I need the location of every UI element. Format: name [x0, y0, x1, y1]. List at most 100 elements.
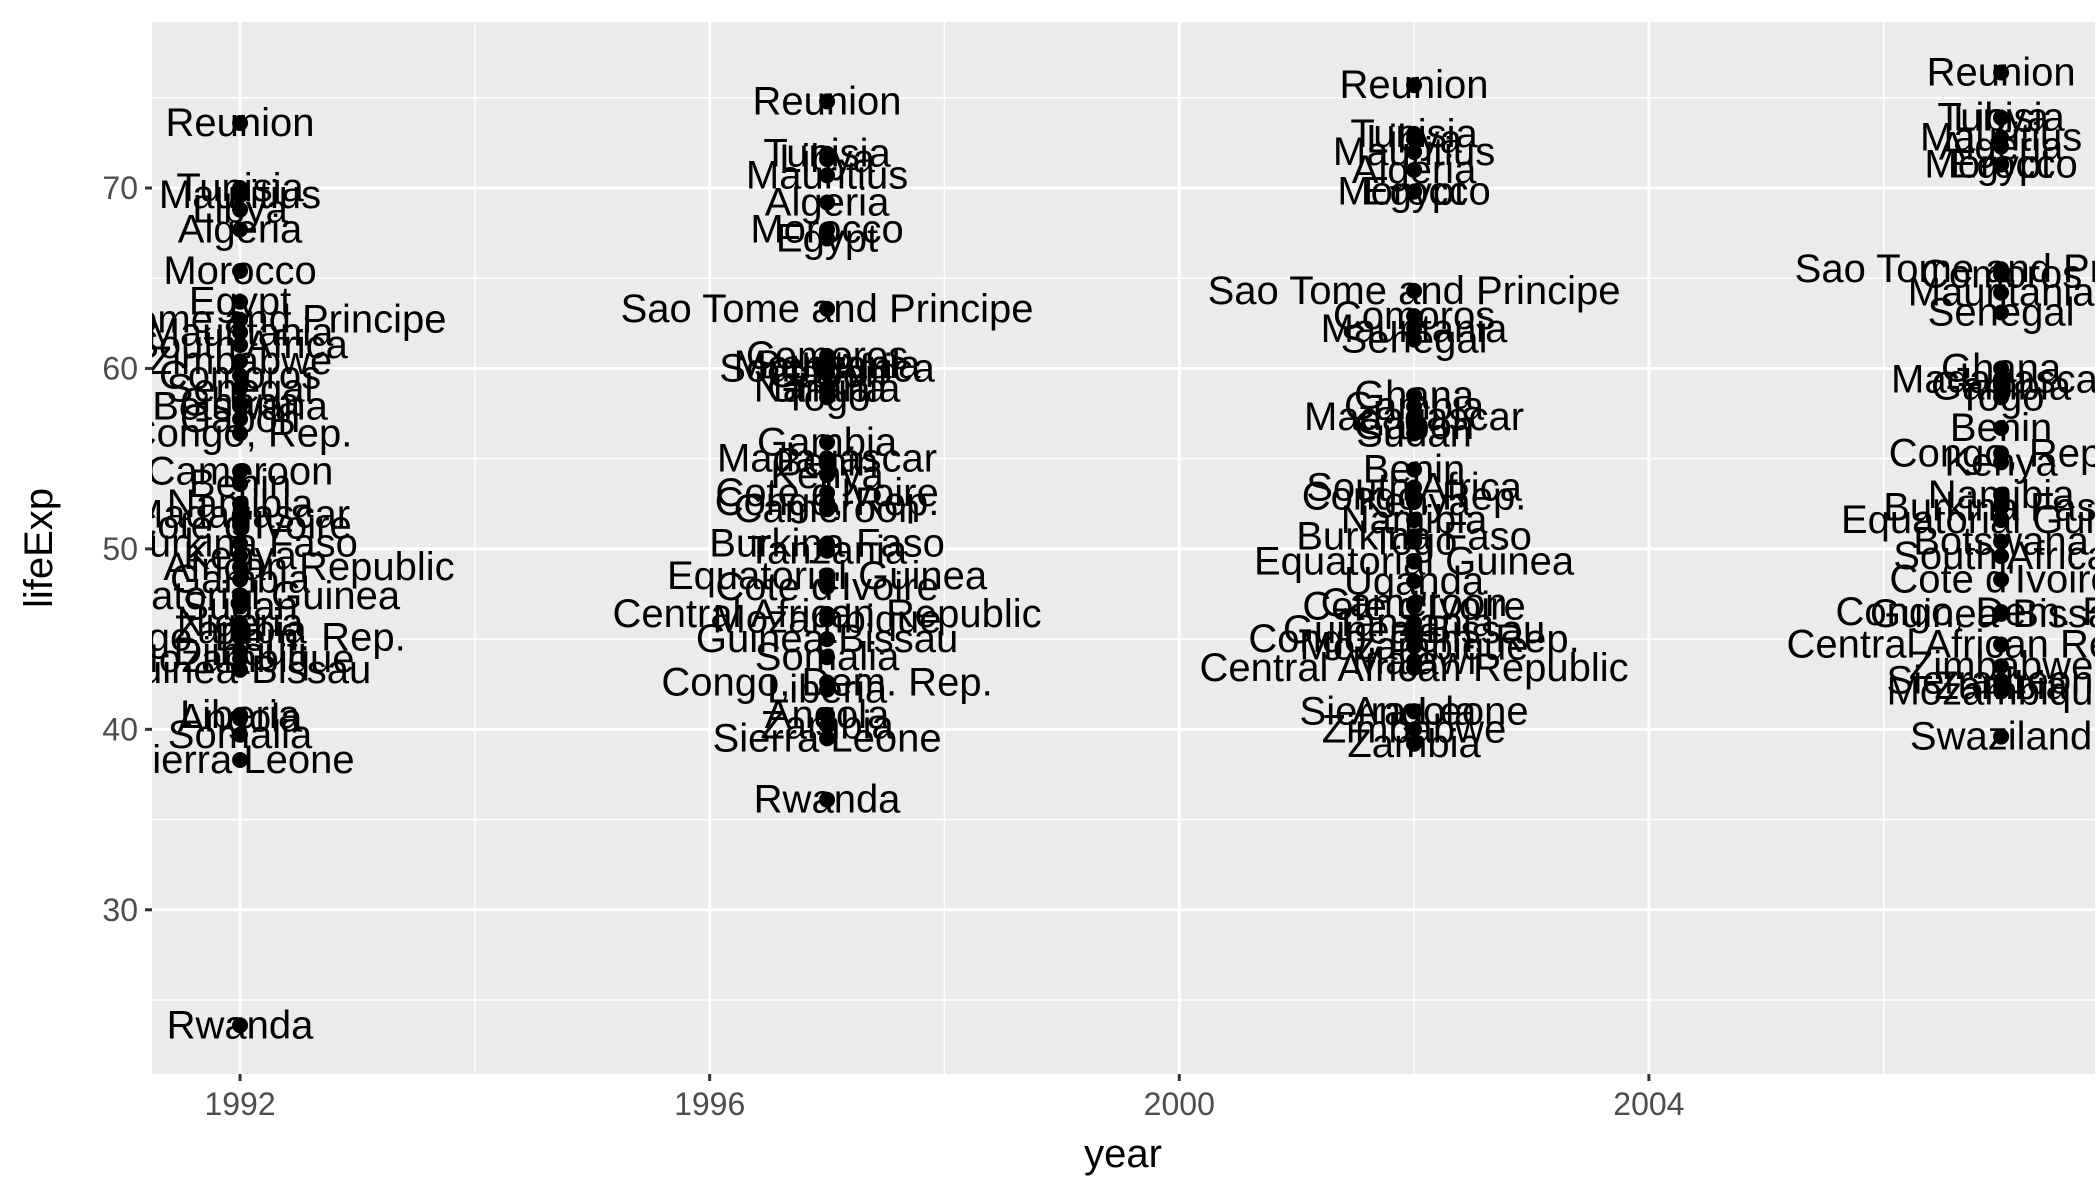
point-label: Angola: [765, 693, 890, 737]
data-point: [1993, 571, 2010, 588]
data-point: [232, 661, 249, 678]
y-tick-label: 30: [102, 892, 138, 928]
data-point: [232, 293, 249, 310]
point-label: Malawi: [1352, 639, 1476, 683]
data-point: [1993, 138, 2010, 155]
point-label: Tunisia: [763, 132, 891, 176]
data-point: [1993, 728, 2010, 745]
point-label: Cameroon: [147, 449, 334, 493]
point-label: Algeria: [765, 180, 890, 224]
data-point: [1993, 605, 2010, 622]
point-label: Cote d'Ivoire: [1302, 585, 1525, 629]
point-label: Equatorial Guinea: [1254, 540, 1575, 584]
data-point: [819, 631, 836, 648]
point-label: Guinea-Bissau: [109, 648, 371, 692]
data-point: [1993, 499, 2010, 516]
point-label: Congo, Dem. Rep.: [1835, 590, 2100, 634]
point-label: Cote d'Ivoire: [128, 503, 351, 547]
point-label: Zimbabwe: [148, 339, 333, 383]
point-label: South Africa: [1893, 534, 2100, 578]
point-label: Morocco: [1924, 143, 2077, 187]
point-label: Madagascar: [1891, 357, 2100, 401]
data-point: [1406, 721, 1423, 738]
data-point: [819, 578, 836, 595]
data-point: [819, 681, 836, 698]
data-point: [232, 115, 249, 132]
data-point: [1993, 636, 2010, 653]
data-point: [1406, 512, 1423, 529]
point-label: Senegal: [1341, 318, 1488, 362]
point-label: Kenya: [183, 534, 297, 578]
data-point: [819, 151, 836, 168]
data-point: [819, 501, 836, 518]
data-point: [1993, 284, 2010, 301]
y-tick-label: 60: [102, 350, 138, 386]
data-point: [1993, 156, 2010, 173]
x-tick-label: 1992: [204, 1086, 275, 1122]
x-tick-label: 2004: [1613, 1086, 1684, 1122]
point-label: Mauritius: [159, 173, 321, 217]
data-point: [819, 230, 836, 247]
data-point: [232, 336, 249, 353]
y-tick-label: 70: [102, 170, 138, 206]
point-label: Cameroon: [1321, 581, 1508, 625]
point-label: Cote d'Ivoire: [1889, 558, 2100, 602]
point-label: Madagascar: [130, 493, 350, 537]
point-label: Tunisia: [1350, 112, 1478, 156]
point-label: Mozambique: [1300, 624, 1529, 668]
point-label: Mauritania: [147, 310, 335, 354]
point-label: Senegal: [1928, 291, 2075, 335]
x-tick-label: 2000: [1144, 1086, 1215, 1122]
point-label: Togo: [1371, 520, 1458, 564]
point-label: Sudan: [182, 585, 298, 629]
data-point: [1406, 493, 1423, 510]
point-label: Gambia: [170, 558, 311, 602]
point-label: Libya: [1366, 117, 1462, 161]
data-point: [1406, 735, 1423, 752]
data-points: [232, 64, 2010, 1034]
point-label: Libya: [192, 188, 288, 232]
point-label: Comoros: [159, 354, 321, 398]
point-label: Sao Tome and Principe: [621, 287, 1034, 331]
point-label: Madagascar: [1304, 395, 1524, 439]
data-point: [232, 221, 249, 238]
point-label: Cameroon: [734, 487, 921, 531]
data-point: [819, 389, 836, 406]
point-label: Rwanda: [167, 1003, 315, 1047]
point-label: Reunion: [166, 101, 315, 145]
point-label: Angola: [178, 697, 303, 741]
point-label: South Africa: [719, 346, 935, 390]
point-label: Liberia: [180, 693, 301, 737]
data-point: [232, 263, 249, 280]
point-label: Botswana: [1913, 520, 2089, 564]
point-label: Central African Republic: [25, 545, 454, 589]
data-point: [1993, 304, 2010, 321]
point-label: Mozambique: [126, 637, 355, 681]
point-labels: ReunionTunisiaMauritiusLibyaAlgeriaMoroc…: [25, 51, 2100, 1048]
data-point: [1993, 658, 2010, 675]
point-label: Reunion: [1927, 51, 2076, 95]
point-label: Uganda: [1344, 559, 1485, 603]
point-label: Sao Tome and Principe: [1208, 269, 1621, 313]
point-label: Namibia: [167, 482, 314, 526]
data-point: [1406, 659, 1423, 676]
data-point: [1406, 703, 1423, 720]
point-label: Central African Republic: [1787, 623, 2100, 667]
point-label: Mauritius: [746, 153, 908, 197]
data-point: [232, 475, 249, 492]
point-label: Gabon: [1354, 404, 1474, 448]
data-point: [1406, 598, 1423, 615]
point-label: Mauritania: [734, 343, 922, 387]
point-label: Zimbabwe: [1909, 644, 2094, 688]
point-label: Benin: [189, 462, 291, 506]
point-label: Gabon: [180, 397, 300, 441]
point-label: Zambia: [760, 704, 894, 748]
point-label: South Africa: [1306, 466, 1522, 510]
point-label: Benin: [1363, 448, 1465, 492]
point-label: Mauritania: [1908, 271, 2096, 315]
point-label: Zambia: [1347, 722, 1481, 766]
point-label: Zimbabwe: [1322, 707, 1507, 751]
point-label: Reunion: [753, 79, 902, 123]
point-label: Burkina Faso: [1296, 514, 1532, 558]
point-label: Comoros: [746, 334, 908, 378]
